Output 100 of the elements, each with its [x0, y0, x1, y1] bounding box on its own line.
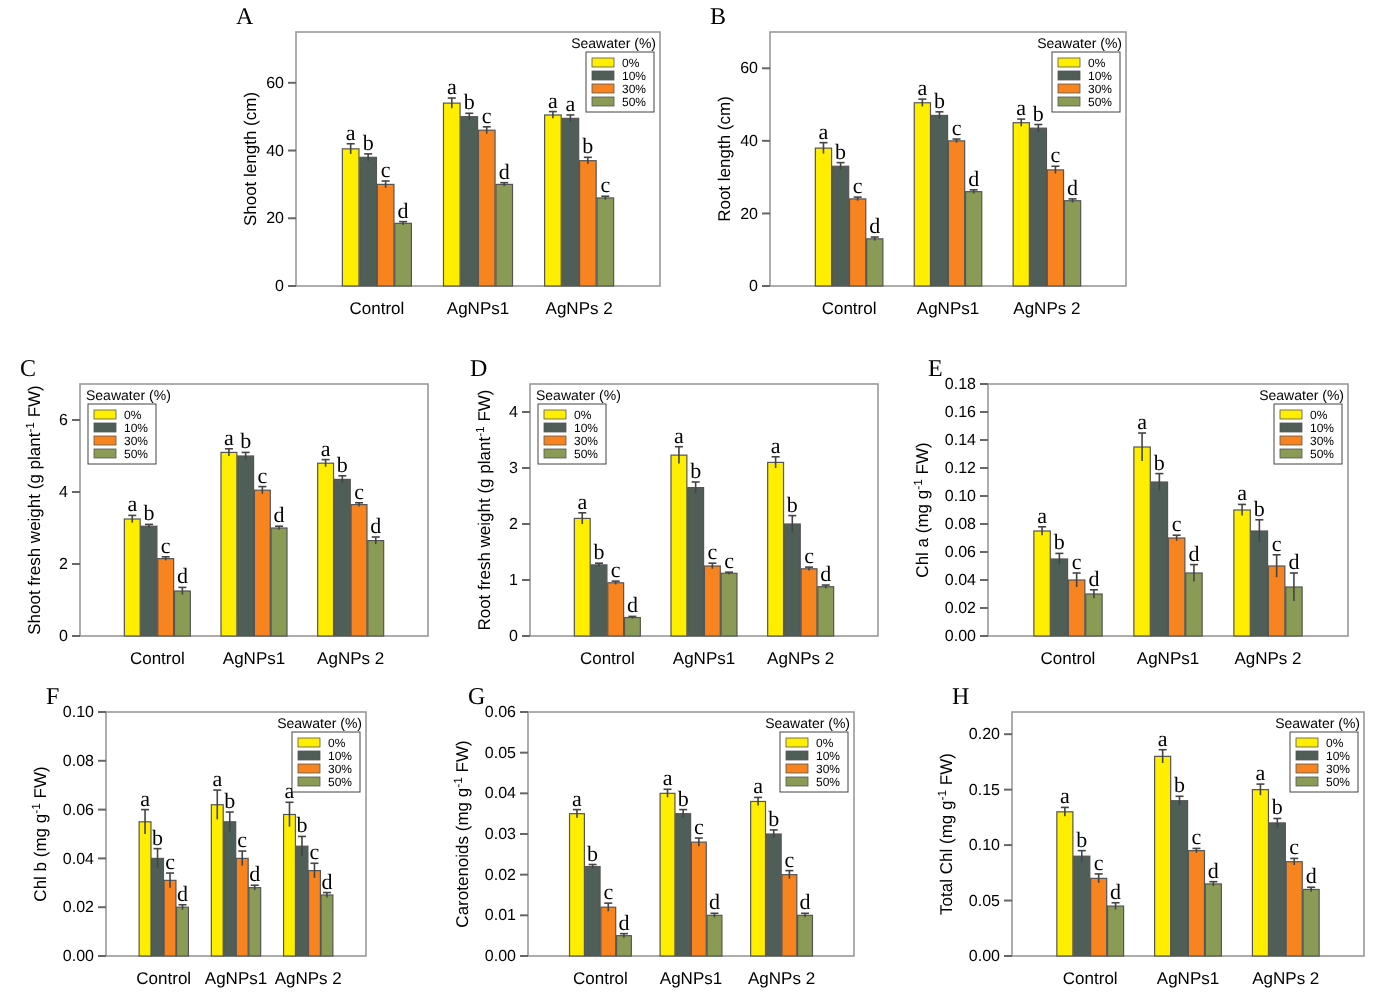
data-label: a	[662, 767, 673, 792]
y-tick-label: 0	[59, 627, 70, 646]
data-label: a	[548, 89, 559, 114]
data-label: c	[707, 541, 718, 566]
y-axis-title: Root length (cm)	[714, 95, 734, 222]
data-label: d	[869, 215, 882, 240]
y-tick-label: 0.05	[484, 743, 518, 762]
x-tick-label: Control	[136, 968, 192, 988]
x-tick-label: AgNPs1	[446, 298, 510, 318]
data-label: b	[362, 131, 375, 156]
x-tick-label: AgNPs 2	[748, 968, 816, 988]
data-label: a	[140, 787, 151, 812]
x-tick-label: Control	[129, 648, 185, 668]
data-label: a	[127, 493, 138, 518]
data-label: a	[1237, 482, 1248, 507]
data-label: c	[1071, 551, 1082, 575]
chart-title: A	[236, 2, 254, 30]
chart-title: G	[468, 682, 486, 710]
data-label: b	[1053, 531, 1066, 556]
data-label: a	[1059, 785, 1070, 810]
y-tick-label: 0	[509, 627, 520, 646]
y-tick-label: 60	[740, 59, 760, 78]
y-tick-label: 0.08	[944, 515, 978, 534]
x-tick-label: Control	[1040, 648, 1096, 668]
data-label: c	[1050, 144, 1061, 169]
data-label: d	[799, 891, 812, 916]
y-tick-label: 2	[509, 515, 520, 534]
y-tick-label: 0.02	[62, 898, 96, 917]
data-label: d	[397, 199, 410, 224]
data-label: d	[1188, 542, 1201, 567]
data-label: c	[804, 545, 815, 570]
data-label: a	[818, 120, 829, 145]
data-label: b	[587, 842, 600, 867]
data-label: b	[768, 807, 781, 832]
x-tick-label: AgNPs 2	[1013, 298, 1081, 318]
y-tick-label: 0.02	[484, 865, 518, 884]
data-label: b	[786, 493, 799, 518]
chart-title: H	[952, 682, 970, 710]
x-tick-label: AgNPs1	[1136, 648, 1200, 668]
data-label: a	[770, 434, 781, 459]
chart-title: C	[20, 354, 37, 382]
data-label: b	[1271, 796, 1284, 821]
data-label: c	[160, 534, 171, 559]
data-label: d	[626, 594, 639, 619]
x-tick-label: Control	[579, 648, 635, 668]
data-label: b	[933, 89, 946, 114]
data-label: a	[753, 775, 764, 800]
data-label: a	[1037, 504, 1048, 529]
y-tick-label: 0.08	[62, 751, 96, 770]
y-tick-label: 0.00	[62, 947, 96, 966]
data-label: d	[177, 882, 189, 907]
data-label: b	[1076, 828, 1089, 853]
data-label: d	[968, 167, 981, 192]
data-label: d	[1207, 859, 1220, 884]
y-tick-label: 0.20	[968, 725, 1002, 744]
data-label: d	[1305, 865, 1318, 890]
data-label: b	[240, 430, 253, 455]
x-tick-label: AgNPs1	[1156, 968, 1220, 988]
y-tick-label: 6	[59, 411, 70, 430]
y-axis-title: Shoot length (cm)	[240, 91, 260, 227]
data-label: c	[165, 851, 176, 876]
data-label: a	[674, 424, 685, 449]
data-label: b	[143, 502, 156, 527]
data-label: c	[481, 104, 492, 129]
x-tick-label: AgNPs 2	[1234, 648, 1303, 668]
x-tick-label: AgNPs 2	[274, 968, 343, 988]
x-tick-label: AgNPs1	[672, 648, 736, 668]
chart-title: F	[46, 682, 60, 710]
y-tick-label: 1	[509, 571, 520, 590]
data-label: d	[273, 504, 286, 529]
data-label: b	[296, 814, 309, 839]
y-tick-label: 0.04	[62, 849, 96, 868]
y-tick-label: 0.15	[968, 780, 1002, 799]
y-tick-label: 0.10	[968, 836, 1002, 855]
y-tick-label: 20	[740, 204, 760, 223]
chart-title: E	[928, 354, 943, 382]
y-tick-label: 40	[266, 141, 286, 160]
data-label: b	[835, 140, 848, 165]
y-tick-label: 0.10	[62, 703, 96, 722]
y-tick-label: 4	[59, 483, 70, 502]
x-tick-label: AgNPs 2	[317, 648, 385, 668]
y-tick-label: 0.06	[944, 543, 978, 562]
data-label: d	[618, 911, 631, 936]
data-label: d	[1288, 551, 1301, 575]
data-label: b	[336, 453, 349, 478]
x-tick-label: Control	[1062, 968, 1118, 988]
data-label: c	[724, 550, 735, 575]
data-label: a	[917, 77, 928, 102]
y-tick-label: 0.00	[944, 627, 978, 646]
data-label: b	[1032, 102, 1045, 127]
y-tick-label: 3	[509, 459, 520, 478]
data-label: b	[1253, 497, 1266, 522]
data-label: c	[852, 175, 863, 200]
data-label: c	[354, 480, 365, 505]
data-label: a	[565, 92, 576, 117]
y-tick-label: 0.06	[62, 800, 96, 819]
data-label: d	[1067, 176, 1080, 201]
data-label: c	[1171, 513, 1182, 538]
data-label: a	[572, 787, 583, 812]
y-tick-label: 0	[275, 277, 286, 296]
